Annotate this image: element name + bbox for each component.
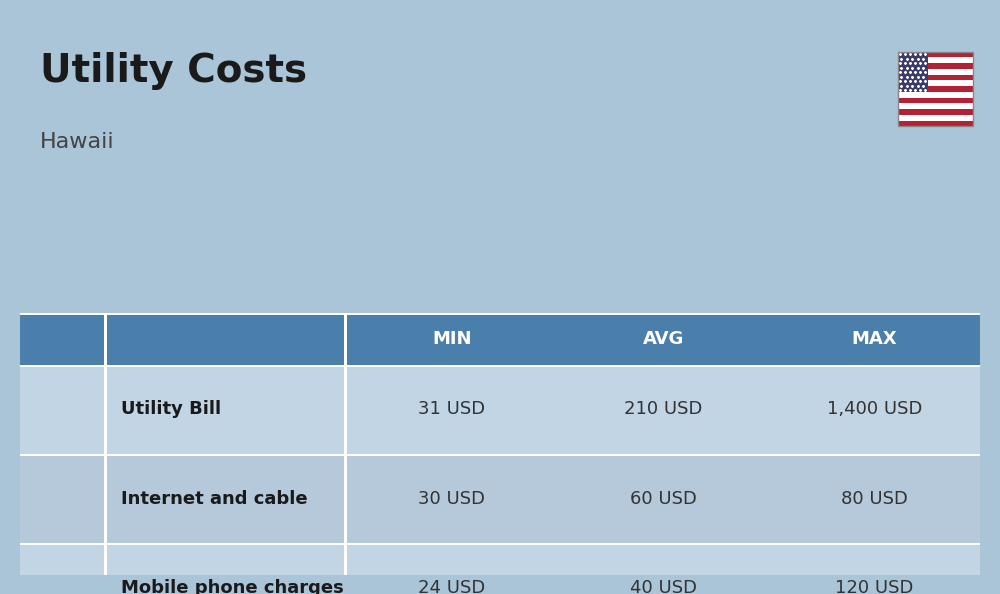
FancyBboxPatch shape	[558, 454, 769, 543]
FancyBboxPatch shape	[106, 454, 346, 543]
FancyBboxPatch shape	[20, 365, 106, 454]
Text: 60 USD: 60 USD	[630, 489, 697, 507]
Text: MIN: MIN	[432, 330, 472, 348]
Text: Internet and cable: Internet and cable	[121, 489, 307, 507]
FancyBboxPatch shape	[346, 365, 558, 454]
Text: AVG: AVG	[643, 330, 684, 348]
Text: 120 USD: 120 USD	[835, 579, 914, 594]
FancyBboxPatch shape	[898, 80, 972, 86]
FancyBboxPatch shape	[558, 365, 769, 454]
FancyBboxPatch shape	[20, 543, 106, 594]
FancyBboxPatch shape	[20, 454, 106, 543]
Text: 30 USD: 30 USD	[418, 489, 485, 507]
FancyBboxPatch shape	[898, 103, 972, 109]
Text: Utility Costs: Utility Costs	[40, 52, 307, 90]
FancyBboxPatch shape	[20, 543, 980, 545]
Text: 24 USD: 24 USD	[418, 579, 486, 594]
FancyBboxPatch shape	[20, 313, 106, 365]
FancyBboxPatch shape	[898, 52, 972, 58]
FancyBboxPatch shape	[898, 63, 972, 69]
FancyBboxPatch shape	[106, 313, 346, 365]
FancyBboxPatch shape	[20, 365, 980, 366]
Text: 210 USD: 210 USD	[624, 400, 702, 419]
FancyBboxPatch shape	[558, 543, 769, 594]
Text: 40 USD: 40 USD	[630, 579, 697, 594]
Text: Mobile phone charges: Mobile phone charges	[121, 579, 344, 594]
FancyBboxPatch shape	[106, 365, 346, 454]
FancyBboxPatch shape	[20, 454, 980, 456]
FancyBboxPatch shape	[898, 92, 972, 97]
FancyBboxPatch shape	[346, 454, 558, 543]
FancyBboxPatch shape	[898, 109, 972, 115]
FancyBboxPatch shape	[558, 313, 769, 365]
Text: Utility Bill: Utility Bill	[121, 400, 221, 419]
FancyBboxPatch shape	[898, 58, 972, 63]
FancyBboxPatch shape	[769, 543, 980, 594]
FancyBboxPatch shape	[898, 121, 972, 127]
FancyBboxPatch shape	[106, 543, 346, 594]
FancyBboxPatch shape	[898, 97, 972, 103]
Text: 1,400 USD: 1,400 USD	[827, 400, 922, 419]
FancyBboxPatch shape	[898, 86, 972, 92]
FancyBboxPatch shape	[20, 313, 980, 315]
Text: MAX: MAX	[852, 330, 897, 348]
FancyBboxPatch shape	[769, 313, 980, 365]
Text: 31 USD: 31 USD	[418, 400, 486, 419]
Text: 80 USD: 80 USD	[841, 489, 908, 507]
FancyBboxPatch shape	[898, 52, 928, 92]
FancyBboxPatch shape	[898, 115, 972, 121]
FancyBboxPatch shape	[898, 69, 972, 75]
FancyBboxPatch shape	[769, 454, 980, 543]
FancyBboxPatch shape	[898, 75, 972, 80]
Text: Hawaii: Hawaii	[40, 132, 115, 152]
FancyBboxPatch shape	[346, 313, 558, 365]
FancyBboxPatch shape	[344, 313, 347, 594]
FancyBboxPatch shape	[104, 313, 107, 594]
FancyBboxPatch shape	[346, 543, 558, 594]
FancyBboxPatch shape	[769, 365, 980, 454]
